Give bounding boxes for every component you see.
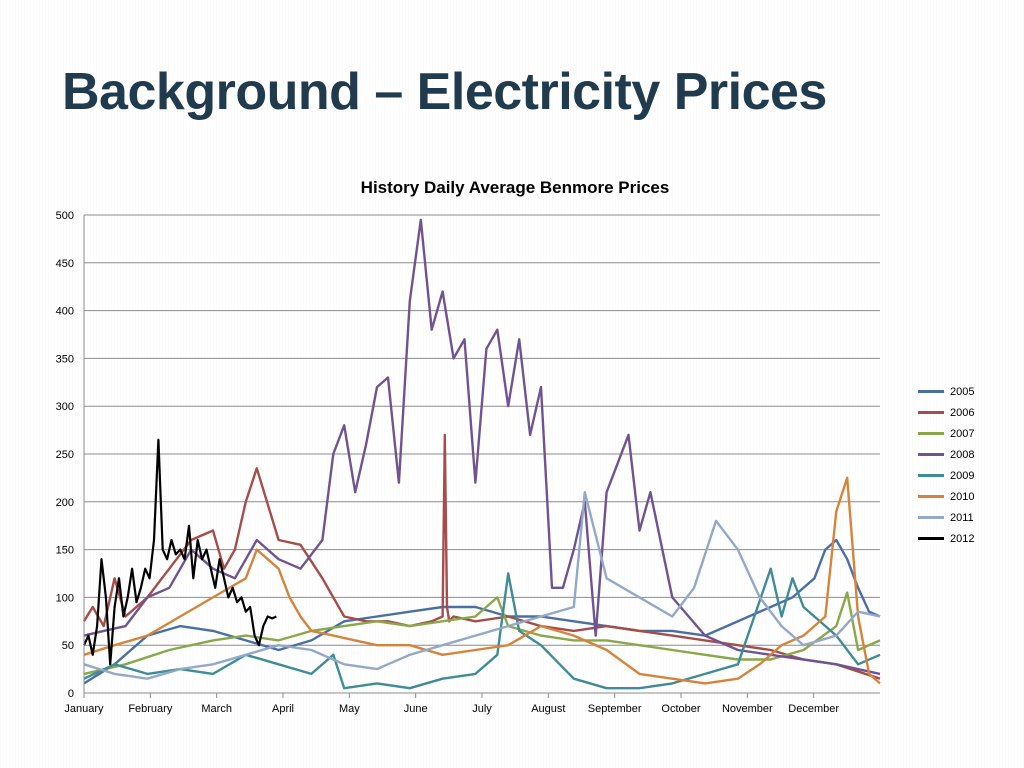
- y-tick-label: 250: [56, 449, 74, 461]
- series-line-2010: [83, 476, 881, 685]
- legend-swatch: [918, 432, 944, 435]
- y-tick-label: 450: [56, 258, 74, 270]
- series-line-2011: [83, 491, 881, 680]
- x-tick-label: April: [272, 703, 294, 715]
- y-tick-label: 0: [68, 688, 74, 700]
- legend-item-2010: 2010: [918, 486, 974, 507]
- legend-swatch: [918, 537, 944, 540]
- legend-item-2011: 2011: [918, 507, 974, 528]
- series-lines: [82, 218, 881, 690]
- legend-label: 2005: [950, 385, 975, 398]
- legend-swatch: [918, 495, 944, 498]
- x-axis-ticks: January February March April May June July Augu…: [64, 693, 839, 715]
- x-tick-label: May: [339, 703, 360, 715]
- series-line-2012: [83, 438, 277, 666]
- x-tick-label: January: [64, 703, 104, 715]
- x-tick-label: March: [201, 703, 232, 715]
- legend-item-2007: 2007: [918, 423, 974, 444]
- y-tick-label: 200: [56, 497, 74, 509]
- x-tick-label: June: [404, 703, 428, 715]
- legend-label: 2012: [950, 532, 975, 545]
- x-tick-label: July: [472, 703, 492, 715]
- x-tick-label: November: [722, 703, 773, 715]
- legend-label: 2006: [950, 406, 975, 419]
- legend-item-2009: 2009: [918, 465, 974, 486]
- y-tick-label: 350: [56, 353, 74, 365]
- x-tick-label: September: [588, 703, 642, 715]
- legend-swatch: [918, 453, 944, 456]
- x-tick-label: December: [788, 703, 839, 715]
- legend-item-2012: 2012: [918, 528, 974, 549]
- legend-label: 2007: [950, 427, 975, 440]
- x-tick-label: October: [661, 703, 700, 715]
- grid-lines: [84, 214, 880, 646]
- y-tick-label: 150: [56, 545, 74, 557]
- y-tick-label: 400: [56, 306, 74, 318]
- axes: [83, 215, 880, 694]
- legend-item-2005: 2005: [918, 381, 974, 402]
- chart-title: History Daily Average Benmore Prices: [360, 178, 670, 197]
- legend-swatch: [918, 411, 944, 414]
- y-tick-label: 300: [56, 401, 74, 413]
- x-tick-label: August: [531, 703, 565, 715]
- legend-label: 2009: [950, 469, 975, 482]
- series-line-2008: [83, 218, 881, 676]
- series-line-2005: [83, 538, 881, 685]
- slide-title: Background – Electricity Prices: [62, 63, 827, 121]
- y-tick-label: 100: [56, 592, 74, 604]
- chart-legend: 2005 2006 2007 2008 2009 2010 2011 2012: [918, 381, 974, 549]
- legend-label: 2011: [950, 511, 974, 524]
- legend-label: 2008: [950, 448, 975, 461]
- legend-label: 2010: [950, 490, 975, 503]
- y-tick-label: 50: [62, 640, 74, 652]
- legend-swatch: [918, 390, 944, 393]
- legend-item-2008: 2008: [918, 444, 974, 465]
- legend-swatch: [918, 474, 944, 477]
- y-tick-label: 500: [56, 210, 74, 222]
- legend-item-2006: 2006: [918, 402, 974, 423]
- y-axis-ticks: 0 50 100 150 200 250 300 350 400 450 500: [56, 210, 74, 700]
- x-tick-label: February: [128, 703, 173, 715]
- legend-swatch: [918, 516, 944, 519]
